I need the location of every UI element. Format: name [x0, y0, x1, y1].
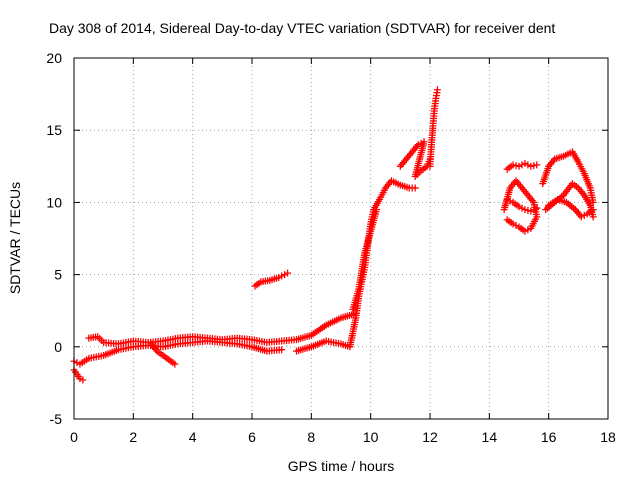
series-start-dip — [70, 366, 87, 384]
y-tick-label: 15 — [46, 122, 62, 138]
plot-frame — [73, 57, 609, 420]
series-cluster-11-12 — [396, 138, 434, 180]
x-tick-label: 18 — [600, 429, 616, 445]
series-block-17h-a — [539, 148, 597, 206]
data-point — [278, 346, 286, 354]
data-point — [433, 86, 441, 94]
x-tick-label: 0 — [70, 429, 78, 445]
data-point — [533, 204, 541, 212]
series-block-15h-a — [503, 159, 541, 173]
grid — [74, 58, 608, 419]
series-rise-inner — [349, 206, 381, 313]
data-point — [79, 376, 87, 384]
y-tick-label: 0 — [54, 339, 62, 355]
series-block-15h-c — [503, 196, 541, 215]
y-tick-label: 5 — [54, 267, 62, 283]
x-tick-label: 16 — [541, 429, 557, 445]
y-tick-label: 10 — [46, 194, 62, 210]
chart-title: Day 308 of 2014, Sidereal Day-to-day VTE… — [49, 20, 555, 36]
x-tick-label: 6 — [248, 429, 256, 445]
data-point — [284, 269, 292, 277]
x-tick-label: 4 — [189, 429, 197, 445]
x-tick-label: 12 — [422, 429, 438, 445]
y-axis-label: SDTVAR / TECUs — [7, 182, 23, 294]
x-axis-label: GPS time / hours — [288, 458, 395, 474]
data-point — [171, 360, 179, 368]
data-point — [589, 213, 597, 221]
axis-ticks: 0 2 4 6 8 10 12 14 16 18 -5 0 5 10 15 20 — [46, 50, 616, 445]
data-point — [411, 184, 419, 192]
series-bump-6h — [251, 269, 292, 290]
y-tick-label: -5 — [50, 411, 63, 427]
data-point — [533, 161, 541, 169]
series-dip-3h — [147, 340, 179, 368]
x-tick-label: 10 — [363, 429, 379, 445]
y-tick-label: 20 — [46, 50, 62, 66]
x-tick-label: 2 — [129, 429, 137, 445]
series-spike-12h — [426, 86, 441, 170]
series-block-15h-b — [500, 177, 541, 235]
x-tick-label: 8 — [307, 429, 315, 445]
series-block-17h-c — [545, 196, 597, 221]
x-tick-label: 14 — [482, 429, 498, 445]
series-rise-late — [293, 177, 419, 355]
data-point — [373, 206, 381, 214]
data-marks — [70, 86, 597, 384]
data-point — [589, 206, 597, 214]
data-point — [503, 216, 511, 224]
